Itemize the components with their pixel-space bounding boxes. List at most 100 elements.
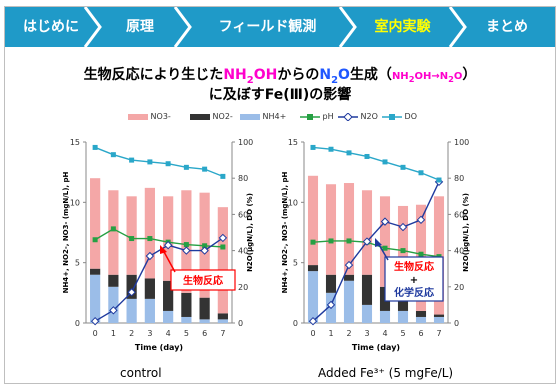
- chart0-bar-nh4: [199, 319, 210, 323]
- chart0-ytick-right-label: 80: [238, 174, 248, 183]
- chart1-bar-nh4: [397, 310, 409, 323]
- chart1-ytick-right-label: 40: [454, 247, 464, 256]
- navigation-bar: はじめに 原理 フィールド観測 室内実験 まとめ: [5, 7, 555, 47]
- chart0-ylabel-right: N2O(μgN/L), DO (%): [246, 193, 254, 272]
- chart0-bar-no3: [90, 178, 101, 269]
- chart0-ytick-right-label: 20: [238, 283, 248, 292]
- chart0-bar-no2: [181, 292, 192, 317]
- chart0-bar-no3: [126, 196, 137, 275]
- chart1-point-do: [310, 144, 316, 150]
- chart1-point-n2o: [416, 215, 426, 225]
- chart0-annotation-arrowhead: [160, 245, 167, 254]
- chart0-xtick-label: 5: [184, 329, 189, 338]
- chart0-annotation-box: [170, 269, 236, 291]
- page-title: 生物反応により生じたNH2OHからのN2O生成（NH2OH→N2O）: [83, 67, 477, 86]
- chart1-xtick-label: 5: [400, 329, 405, 338]
- chart1-point-n2o: [362, 237, 372, 246]
- title-n2o: N2O: [319, 67, 350, 86]
- chart0-bar-nh4: [144, 298, 155, 323]
- chart0-ytick-right-label: 40: [238, 247, 248, 256]
- chart0-point-ph: [92, 237, 98, 243]
- chart0-xtick-label: 1: [111, 329, 116, 338]
- chart1-ytick-left-label: 10: [288, 198, 298, 207]
- chart1-point-n2o: [344, 260, 354, 270]
- caption-fe-added: Added Fe³⁺ (5 mgFe/L): [318, 366, 454, 380]
- chart1-point-ph: [418, 251, 424, 257]
- chart0-bar-no2: [90, 268, 101, 275]
- chart1-point-do: [364, 153, 370, 159]
- chart1-ytick-left-label: 0: [293, 319, 298, 328]
- chart1-point-do: [436, 177, 442, 183]
- chart0-line-do: [94, 146, 224, 178]
- chart1-annotation-text-chem: 化学反応: [394, 286, 434, 299]
- chart1-bar-no2: [415, 310, 427, 317]
- chart1-bar-nh4: [307, 271, 319, 323]
- chart1-bar-no3: [307, 175, 319, 266]
- chart0-bar-no3: [163, 196, 174, 281]
- legend-do: DO: [382, 110, 417, 124]
- chart1-xtick-label: 7: [436, 329, 441, 338]
- chart1-xtick-label: 2: [346, 329, 351, 338]
- chart0-point-ph: [110, 226, 116, 232]
- chart0-point-n2o: [145, 251, 155, 261]
- chart0-point-n2o: [182, 246, 191, 255]
- caption-control: control: [120, 366, 162, 380]
- chart1-point-n2o: [326, 300, 336, 310]
- nav-item-principle[interactable]: 原理: [126, 19, 154, 35]
- chart0-bar-no2: [199, 297, 210, 320]
- chart1-xtick-label: 1: [328, 329, 333, 338]
- chart0-ytick-right-label: 100: [238, 138, 253, 147]
- legend-no3: NO3-: [128, 110, 171, 124]
- chart0-bar-no2: [163, 280, 174, 311]
- chart0-xlabel: Time (day): [135, 343, 183, 352]
- chart1-annotation-text-bio: 生物反応: [394, 260, 434, 273]
- chart1-bar-no3: [361, 190, 373, 275]
- chart0-xtick-label: 6: [202, 329, 207, 338]
- chart0-point-n2o: [218, 233, 228, 243]
- nav-item-lab[interactable]: 室内実験: [374, 19, 431, 35]
- chart0-point-n2o: [163, 240, 173, 250]
- chart1-ytick-right-label: 60: [454, 210, 464, 219]
- chart0-point-ph: [147, 236, 153, 242]
- chart0-ytick-left-label: 0: [75, 319, 80, 328]
- chart0-bar-nh4: [108, 286, 119, 323]
- chart1-point-do: [346, 150, 352, 156]
- chart1-point-n2o: [308, 316, 318, 326]
- chart0-bar-no3: [144, 187, 155, 279]
- chart0-point-n2o: [200, 246, 209, 255]
- chart0-point-do: [202, 166, 208, 172]
- chart0-annotation-text: 生物反応: [183, 274, 223, 287]
- chart1-xtick-label: 4: [382, 329, 387, 338]
- nav-item-summary[interactable]: まとめ: [486, 19, 528, 35]
- chart1-ytick-left-label: 15: [288, 138, 298, 147]
- chart0-point-n2o: [109, 306, 118, 315]
- chart1-bar-nh4: [361, 304, 373, 323]
- chart0-xtick-label: 2: [129, 329, 134, 338]
- nav-item-intro[interactable]: はじめに: [23, 19, 79, 35]
- chart1-ylabel-right: N2O(μgN/L), DO (%): [462, 193, 470, 272]
- chart0-point-do: [110, 152, 116, 158]
- chart1-bar-no2: [433, 314, 445, 317]
- chart0-ytick-left-label: 10: [70, 198, 80, 207]
- chart0-annotation-arrow: [162, 249, 176, 273]
- title-nh2oh: NH2OH: [223, 67, 278, 86]
- chart0-line-ph: [94, 228, 223, 248]
- chart1-xtick-label: 3: [364, 329, 369, 338]
- chart1-xtick-label: 0: [310, 329, 315, 338]
- chart0-point-ph: [202, 243, 208, 249]
- chart1-annotation-arrowhead: [375, 238, 382, 247]
- chart1-bar-no2: [325, 274, 337, 293]
- title-conversion: NH2OH→N2O: [391, 71, 463, 84]
- nav-item-field[interactable]: フィールド観測: [218, 19, 317, 35]
- chart0-point-do: [92, 144, 98, 150]
- legend-no2: NO2-: [190, 110, 233, 124]
- chart0-point-do: [220, 173, 226, 179]
- chart0-bar-nh4: [163, 310, 174, 323]
- chart1-bar-no3: [325, 184, 337, 275]
- chart0-bar-no2: [126, 274, 137, 299]
- chart1-bar-nh4: [415, 316, 427, 323]
- chart0-point-do: [129, 157, 135, 163]
- chart1-bar-no2: [397, 292, 409, 311]
- chart0-point-ph: [183, 242, 189, 248]
